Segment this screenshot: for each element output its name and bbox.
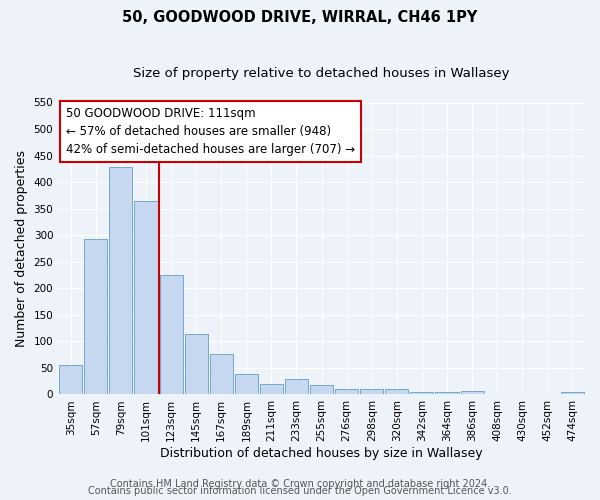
Bar xyxy=(335,389,358,394)
Bar xyxy=(410,392,433,394)
Text: Contains public sector information licensed under the Open Government Licence v3: Contains public sector information licen… xyxy=(88,486,512,496)
Bar xyxy=(310,385,333,394)
Bar xyxy=(561,392,584,394)
Text: Contains HM Land Registry data © Crown copyright and database right 2024.: Contains HM Land Registry data © Crown c… xyxy=(110,479,490,489)
Bar xyxy=(436,392,458,394)
Text: 50, GOODWOOD DRIVE, WIRRAL, CH46 1PY: 50, GOODWOOD DRIVE, WIRRAL, CH46 1PY xyxy=(122,10,478,25)
Bar xyxy=(160,275,182,394)
Bar xyxy=(209,354,233,395)
Bar xyxy=(134,200,158,394)
X-axis label: Distribution of detached houses by size in Wallasey: Distribution of detached houses by size … xyxy=(160,447,483,460)
Bar xyxy=(235,374,258,394)
Bar xyxy=(360,389,383,394)
Bar xyxy=(59,366,82,394)
Text: 50 GOODWOOD DRIVE: 111sqm
← 57% of detached houses are smaller (948)
42% of semi: 50 GOODWOOD DRIVE: 111sqm ← 57% of detac… xyxy=(66,107,355,156)
Y-axis label: Number of detached properties: Number of detached properties xyxy=(15,150,28,347)
Bar xyxy=(285,379,308,394)
Title: Size of property relative to detached houses in Wallasey: Size of property relative to detached ho… xyxy=(133,68,510,80)
Bar xyxy=(84,240,107,394)
Bar xyxy=(185,334,208,394)
Bar xyxy=(461,392,484,394)
Bar xyxy=(385,389,409,394)
Bar xyxy=(109,168,133,394)
Bar xyxy=(260,384,283,394)
